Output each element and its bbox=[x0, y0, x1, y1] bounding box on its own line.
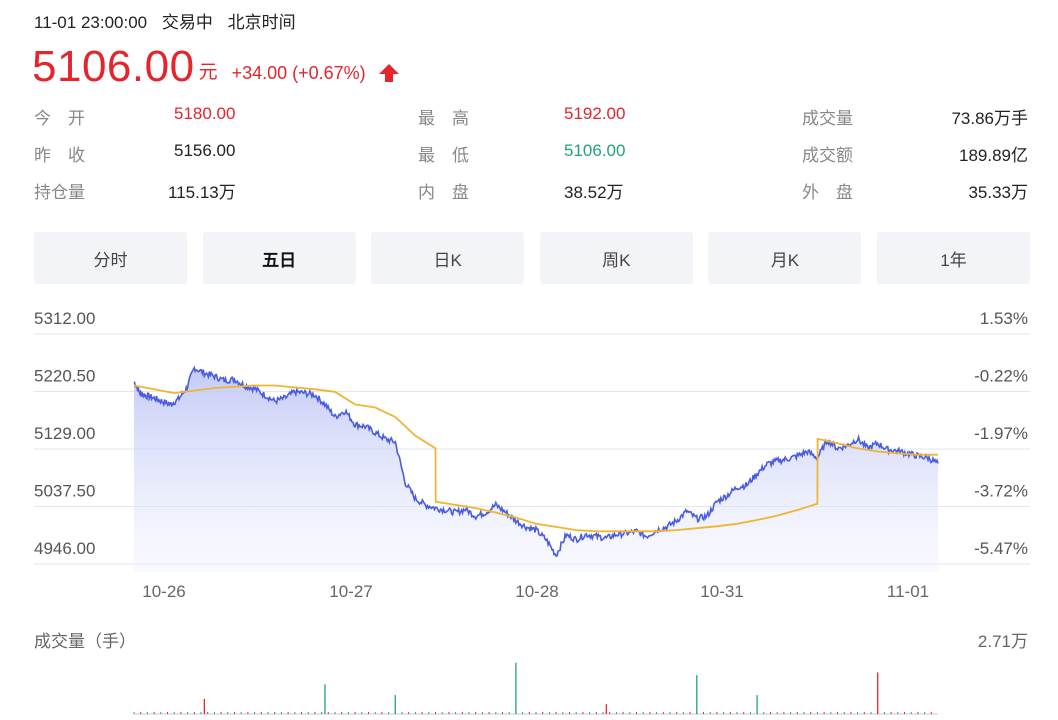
x-tick-label: 10-26 bbox=[142, 582, 185, 601]
trading-status: 交易中 bbox=[161, 13, 213, 32]
five-day-chart[interactable]: 5312.00 1.53% 5220.50 -0.22% 5129.00 -1.97% 50… bbox=[0, 290, 1058, 720]
x-tick-label: 10-31 bbox=[700, 582, 743, 601]
volume-value: 73.86万手 bbox=[951, 109, 1028, 128]
y-tick-right: -3.72% bbox=[974, 482, 1028, 501]
amount-value: 189.89亿 bbox=[959, 146, 1028, 165]
last-price: 5106.00 bbox=[32, 42, 195, 91]
prev-close-value: 5156.00 bbox=[174, 141, 236, 160]
price-unit: 元 bbox=[198, 62, 218, 83]
timezone-label: 北京时间 bbox=[227, 13, 296, 32]
price-row: 5106.00 元 +34.00 (+0.67%) bbox=[32, 40, 400, 90]
high-label: 最 高 bbox=[418, 109, 469, 128]
y-tick-left: 4946.00 bbox=[34, 539, 95, 558]
low-value: 5106.00 bbox=[564, 141, 626, 160]
tab-weekly-k[interactable]: 周K bbox=[539, 232, 693, 284]
y-tick-left: 5312.00 bbox=[34, 309, 95, 328]
inner-value: 38.52万 bbox=[564, 183, 624, 202]
open-interest-label: 持仓量 bbox=[34, 183, 85, 202]
tab-five-day[interactable]: 五日 bbox=[202, 232, 356, 284]
quote-datetime: 11-01 23:00:00 bbox=[34, 13, 148, 32]
y-tick-left: 5220.50 bbox=[34, 367, 95, 386]
tab-monthly-k[interactable]: 月K bbox=[708, 232, 862, 284]
tab-one-year[interactable]: 1年 bbox=[876, 232, 1030, 284]
volume-title: 成交量（手） bbox=[34, 632, 136, 651]
y-tick-right: 1.53% bbox=[980, 309, 1028, 328]
x-tick-label: 11-01 bbox=[887, 582, 929, 601]
outer-label: 外 盘 bbox=[802, 183, 853, 202]
volume-max-label: 2.71万 bbox=[977, 632, 1028, 651]
quote-row-3: 持仓量 115.13万 内 盘 38.52万 外 盘 35.33万 bbox=[34, 178, 1028, 215]
x-tick-label: 10-28 bbox=[515, 582, 558, 601]
low-label: 最 低 bbox=[418, 146, 469, 165]
open-interest-value: 115.13万 bbox=[168, 183, 236, 202]
high-value: 5192.00 bbox=[564, 104, 626, 123]
average-line bbox=[133, 384, 938, 533]
price-chart-svg: 5312.00 1.53% 5220.50 -0.22% 5129.00 -1.97% 50… bbox=[34, 309, 1030, 715]
inner-label: 内 盘 bbox=[418, 183, 469, 202]
period-tabs: 分时 五日 日K 周K 月K 1年 bbox=[34, 232, 1030, 284]
status-line: 11-01 23:00:00 交易中 北京时间 bbox=[34, 8, 306, 33]
y-tick-left: 5129.00 bbox=[34, 424, 95, 443]
price-change: +34.00 (+0.67%) bbox=[231, 63, 366, 83]
price-line bbox=[133, 365, 939, 557]
tab-daily-k[interactable]: 日K bbox=[371, 232, 525, 284]
quote-row-1: 今 开 5180.00 最 高 5192.00 成交量 73.86万手 bbox=[34, 104, 1028, 141]
y-tick-right: -1.97% bbox=[974, 424, 1028, 443]
x-tick-label: 10-27 bbox=[329, 582, 372, 601]
quote-row-2: 昨 收 5156.00 最 低 5106.00 成交额 189.89亿 bbox=[34, 141, 1028, 178]
price-area bbox=[134, 367, 938, 572]
quote-grid: 今 开 5180.00 最 高 5192.00 成交量 73.86万手 昨 收 … bbox=[34, 104, 1028, 215]
y-tick-left: 5037.50 bbox=[34, 482, 95, 501]
y-tick-right: -0.22% bbox=[974, 367, 1028, 386]
prev-close-label: 昨 收 bbox=[34, 146, 85, 165]
y-tick-right: -5.47% bbox=[974, 539, 1028, 558]
open-label: 今 开 bbox=[34, 109, 85, 128]
amount-label: 成交额 bbox=[802, 146, 853, 165]
volume-label: 成交量 bbox=[802, 109, 853, 128]
arrow-up-icon bbox=[378, 64, 399, 82]
outer-value: 35.33万 bbox=[968, 183, 1028, 202]
tab-intraday[interactable]: 分时 bbox=[34, 232, 187, 284]
open-value: 5180.00 bbox=[174, 104, 236, 123]
